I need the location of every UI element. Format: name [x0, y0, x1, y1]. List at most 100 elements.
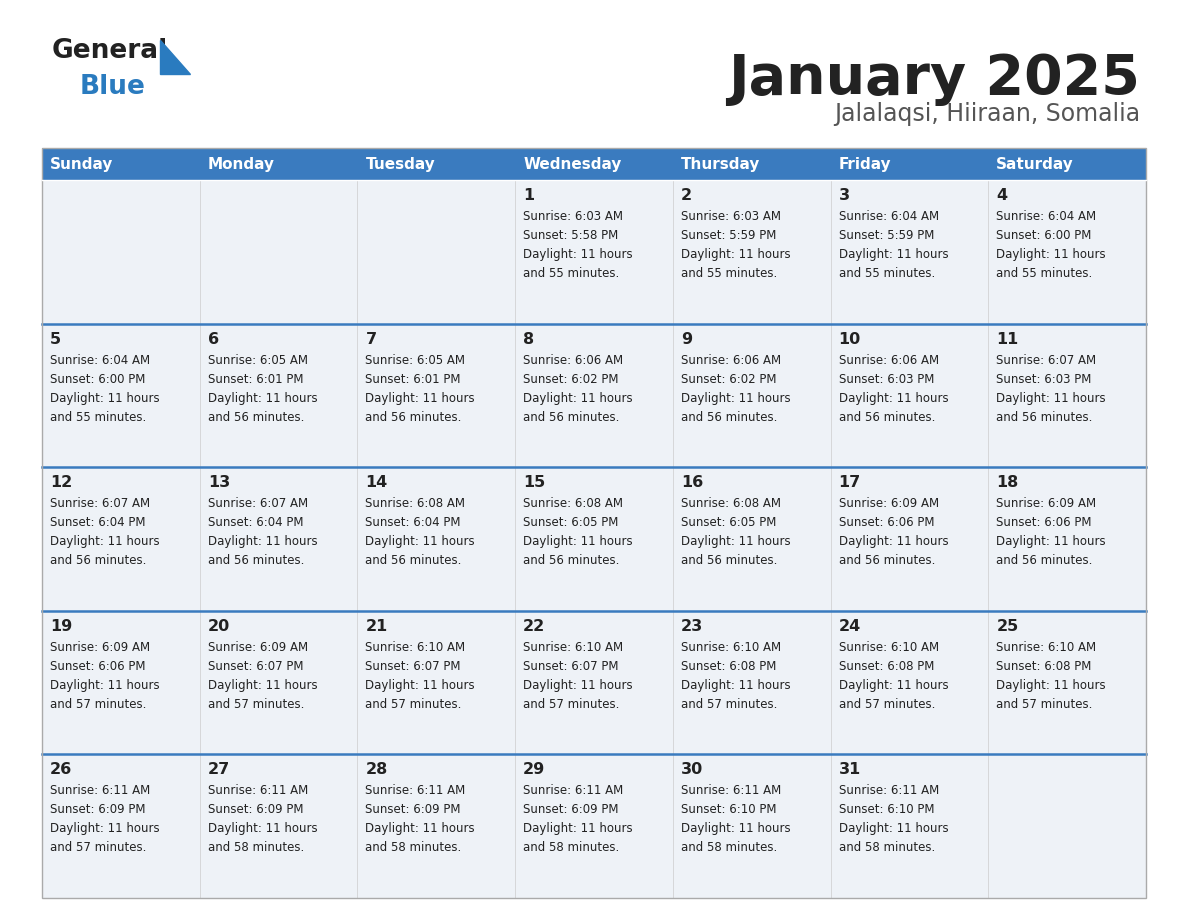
Text: and 55 minutes.: and 55 minutes.	[997, 267, 1093, 280]
Text: and 56 minutes.: and 56 minutes.	[523, 554, 619, 567]
Text: Sunset: 6:09 PM: Sunset: 6:09 PM	[208, 803, 303, 816]
Text: 23: 23	[681, 619, 703, 633]
Text: Daylight: 11 hours: Daylight: 11 hours	[523, 678, 633, 692]
Bar	[42, 148, 200, 180]
Text: Friday: Friday	[839, 156, 891, 172]
Text: Sunset: 6:08 PM: Sunset: 6:08 PM	[997, 660, 1092, 673]
Bar	[516, 148, 672, 180]
Text: 21: 21	[366, 619, 387, 633]
Bar	[200, 467, 358, 610]
Text: Sunrise: 6:08 AM: Sunrise: 6:08 AM	[523, 498, 624, 510]
Bar	[672, 610, 830, 755]
Text: and 56 minutes.: and 56 minutes.	[208, 410, 304, 423]
Text: Daylight: 11 hours: Daylight: 11 hours	[208, 392, 317, 405]
Text: Sunset: 5:59 PM: Sunset: 5:59 PM	[839, 229, 934, 242]
Text: Sunrise: 6:09 AM: Sunrise: 6:09 AM	[50, 641, 150, 654]
Text: Sunrise: 6:09 AM: Sunrise: 6:09 AM	[839, 498, 939, 510]
Text: and 57 minutes.: and 57 minutes.	[208, 698, 304, 711]
Bar	[200, 755, 358, 898]
Text: 19: 19	[50, 619, 72, 633]
Text: Monday: Monday	[208, 156, 274, 172]
Text: Sunrise: 6:05 AM: Sunrise: 6:05 AM	[366, 353, 466, 366]
Text: Daylight: 11 hours: Daylight: 11 hours	[997, 392, 1106, 405]
Text: General: General	[52, 38, 169, 64]
Text: Sunrise: 6:10 AM: Sunrise: 6:10 AM	[997, 641, 1097, 654]
Text: Sunset: 6:02 PM: Sunset: 6:02 PM	[681, 373, 776, 386]
Text: Sunset: 6:05 PM: Sunset: 6:05 PM	[681, 516, 776, 529]
Text: and 56 minutes.: and 56 minutes.	[523, 410, 619, 423]
Text: Sunset: 6:04 PM: Sunset: 6:04 PM	[366, 516, 461, 529]
Text: 2: 2	[681, 188, 691, 203]
Text: January 2025: January 2025	[728, 52, 1140, 106]
Text: Sunset: 5:59 PM: Sunset: 5:59 PM	[681, 229, 776, 242]
Text: Sunset: 6:04 PM: Sunset: 6:04 PM	[208, 516, 303, 529]
Text: and 58 minutes.: and 58 minutes.	[839, 842, 935, 855]
Text: 20: 20	[208, 619, 230, 633]
Text: Daylight: 11 hours: Daylight: 11 hours	[50, 823, 159, 835]
Bar	[42, 324, 200, 467]
Text: Daylight: 11 hours: Daylight: 11 hours	[366, 535, 475, 548]
Bar	[358, 755, 516, 898]
Bar	[358, 467, 516, 610]
Bar	[516, 610, 672, 755]
Text: Sunset: 6:02 PM: Sunset: 6:02 PM	[523, 373, 619, 386]
Text: Sunrise: 6:10 AM: Sunrise: 6:10 AM	[366, 641, 466, 654]
Text: Daylight: 11 hours: Daylight: 11 hours	[208, 535, 317, 548]
Text: Sunrise: 6:11 AM: Sunrise: 6:11 AM	[50, 784, 150, 798]
Text: Daylight: 11 hours: Daylight: 11 hours	[681, 535, 790, 548]
Text: Daylight: 11 hours: Daylight: 11 hours	[208, 678, 317, 692]
Text: Sunrise: 6:08 AM: Sunrise: 6:08 AM	[681, 498, 781, 510]
Text: 9: 9	[681, 331, 691, 347]
Text: Sunrise: 6:10 AM: Sunrise: 6:10 AM	[681, 641, 781, 654]
Text: 31: 31	[839, 763, 861, 778]
Text: Sunset: 6:08 PM: Sunset: 6:08 PM	[839, 660, 934, 673]
Text: Sunset: 6:03 PM: Sunset: 6:03 PM	[839, 373, 934, 386]
Bar	[516, 755, 672, 898]
Text: and 56 minutes.: and 56 minutes.	[366, 554, 462, 567]
Text: Sunrise: 6:10 AM: Sunrise: 6:10 AM	[839, 641, 939, 654]
Bar	[42, 148, 1146, 898]
Text: 16: 16	[681, 476, 703, 490]
Text: Sunset: 6:09 PM: Sunset: 6:09 PM	[366, 803, 461, 816]
Bar	[830, 467, 988, 610]
Bar	[358, 324, 516, 467]
Text: Sunrise: 6:06 AM: Sunrise: 6:06 AM	[839, 353, 939, 366]
Text: Daylight: 11 hours: Daylight: 11 hours	[681, 248, 790, 261]
Bar	[988, 610, 1146, 755]
Text: Sunset: 6:01 PM: Sunset: 6:01 PM	[366, 373, 461, 386]
Text: and 55 minutes.: and 55 minutes.	[523, 267, 619, 280]
Text: Sunset: 6:07 PM: Sunset: 6:07 PM	[208, 660, 303, 673]
Bar	[42, 467, 200, 610]
Text: and 56 minutes.: and 56 minutes.	[366, 410, 462, 423]
Text: Daylight: 11 hours: Daylight: 11 hours	[366, 678, 475, 692]
Text: and 56 minutes.: and 56 minutes.	[681, 410, 777, 423]
Text: 15: 15	[523, 476, 545, 490]
Text: and 58 minutes.: and 58 minutes.	[523, 842, 619, 855]
Text: Sunrise: 6:07 AM: Sunrise: 6:07 AM	[208, 498, 308, 510]
Text: and 57 minutes.: and 57 minutes.	[50, 698, 146, 711]
Text: Sunrise: 6:10 AM: Sunrise: 6:10 AM	[523, 641, 624, 654]
Text: 24: 24	[839, 619, 861, 633]
Text: and 57 minutes.: and 57 minutes.	[523, 698, 619, 711]
Text: Sunrise: 6:06 AM: Sunrise: 6:06 AM	[681, 353, 781, 366]
Text: 30: 30	[681, 763, 703, 778]
Text: Sunset: 6:00 PM: Sunset: 6:00 PM	[997, 229, 1092, 242]
Bar	[516, 324, 672, 467]
Text: 27: 27	[208, 763, 230, 778]
Text: Blue: Blue	[80, 74, 146, 100]
Text: Sunset: 6:00 PM: Sunset: 6:00 PM	[50, 373, 145, 386]
Text: and 57 minutes.: and 57 minutes.	[997, 698, 1093, 711]
Bar	[672, 180, 830, 324]
Text: Daylight: 11 hours: Daylight: 11 hours	[50, 535, 159, 548]
Text: 17: 17	[839, 476, 861, 490]
Text: Sunday: Sunday	[50, 156, 113, 172]
Bar	[988, 180, 1146, 324]
Text: Sunset: 6:06 PM: Sunset: 6:06 PM	[997, 516, 1092, 529]
Bar	[516, 467, 672, 610]
Text: Thursday: Thursday	[681, 156, 760, 172]
Text: Jalalaqsi, Hiiraan, Somalia: Jalalaqsi, Hiiraan, Somalia	[834, 102, 1140, 126]
Text: Sunrise: 6:11 AM: Sunrise: 6:11 AM	[208, 784, 308, 798]
Text: 22: 22	[523, 619, 545, 633]
Text: and 57 minutes.: and 57 minutes.	[681, 698, 777, 711]
Text: and 57 minutes.: and 57 minutes.	[50, 842, 146, 855]
